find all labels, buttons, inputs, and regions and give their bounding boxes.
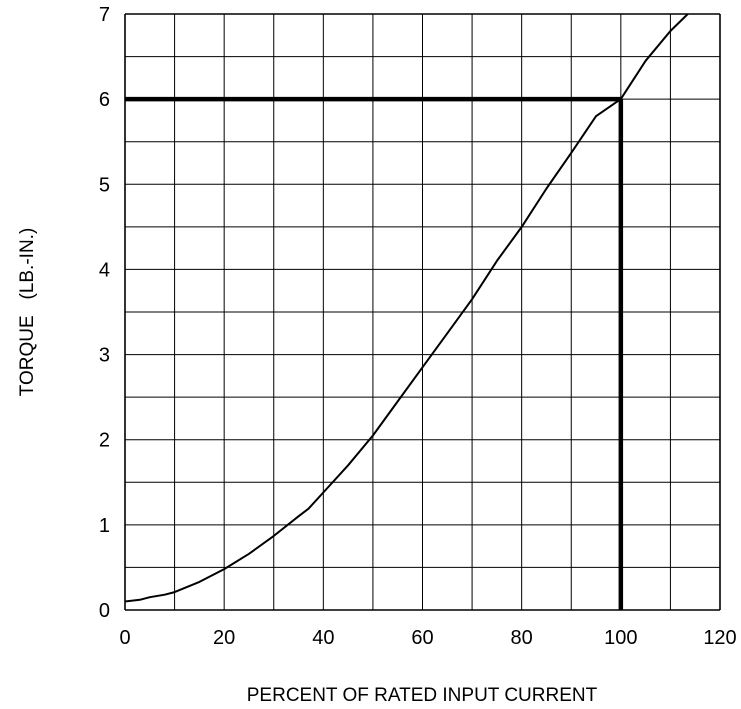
y-tick-label-0: 0 xyxy=(99,600,110,622)
y-tick-label-7: 7 xyxy=(99,4,110,26)
x-tick-label-3: 60 xyxy=(411,627,433,649)
y-tick-label-2: 2 xyxy=(99,430,110,452)
x-tick-label-0: 0 xyxy=(119,627,130,649)
x-tick-label-1: 20 xyxy=(213,627,235,649)
x-tick-label-4: 80 xyxy=(511,627,533,649)
x-tick-label-5: 100 xyxy=(604,627,637,649)
grid xyxy=(124,13,721,611)
reference-lines xyxy=(125,96,624,610)
y-tick-label-4: 4 xyxy=(99,259,110,281)
y-axis-label: TORQUE (LB.-IN.) xyxy=(17,228,38,397)
y-tick-label-5: 5 xyxy=(99,174,110,196)
series-group xyxy=(124,13,689,603)
tick-labels: 0 20 40 60 80 100 120 0 1 2 3 4 5 6 7 xyxy=(99,4,737,649)
y-tick-label-3: 3 xyxy=(99,345,110,367)
x-axis-label: PERCENT OF RATED INPUT CURRENT xyxy=(247,685,598,706)
x-tick-label-2: 40 xyxy=(312,627,334,649)
x-tick-label-6: 120 xyxy=(703,627,736,649)
series-line-0 xyxy=(124,13,689,603)
y-tick-label-1: 1 xyxy=(99,515,110,537)
y-tick-label-6: 6 xyxy=(99,89,110,111)
